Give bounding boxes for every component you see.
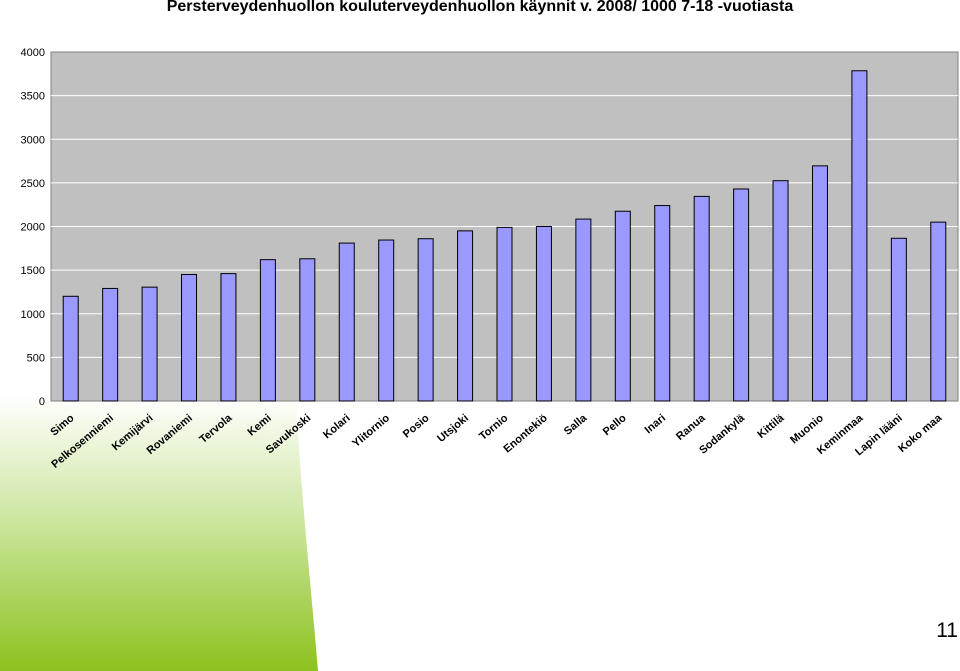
x-category-label: Simo [48,412,77,439]
x-category-label: Salla [562,412,590,438]
bar [535,226,552,402]
bar [890,237,907,402]
bar-series [62,70,947,402]
bar [693,195,710,402]
y-tick-label: 500 [27,352,45,364]
y-tick-label: 3500 [21,91,45,103]
bar [417,238,434,402]
bar [338,242,355,402]
chart-title: Persterveydenhuollon kouluterveydenhuoll… [166,0,794,15]
bar [851,70,868,402]
x-category-label: Muonio [788,412,826,447]
bar [220,273,237,402]
x-category-label: Koko maa [896,412,945,456]
y-tick-label: 1000 [21,309,45,321]
y-tick-label: 3000 [21,134,45,146]
page-number: 11 [936,619,958,642]
x-category-label: Kemi [245,412,273,438]
y-axis-ticks: 0 500 1000 1500 2000 2500 3000 3500 4000 [21,47,45,408]
x-category-label: Ylitornio [350,412,392,450]
bar [259,259,276,402]
bar [772,180,789,402]
y-tick-label: 1500 [21,265,45,277]
bar [496,226,513,402]
bar [654,205,671,402]
x-category-label: Kittilä [755,412,787,441]
bar [141,286,158,402]
bar [299,258,316,402]
x-category-label: Utsjoki [435,412,471,445]
y-tick-label: 0 [39,396,45,408]
y-tick-label: 4000 [21,47,45,59]
x-category-label: Enontekiö [501,412,550,456]
bar [102,287,119,402]
x-category-label: Kolari [321,412,353,441]
bar [457,230,474,402]
x-category-label: Tornio [477,412,511,443]
x-category-label: Ranua [674,412,708,443]
bar [575,218,592,402]
x-category-label: Inari [643,412,669,436]
bar [811,165,828,402]
x-category-label: Tervola [197,412,235,446]
y-tick-label: 2000 [21,222,45,234]
green-gradient-decoration [0,395,318,671]
x-category-label: Posio [401,412,432,441]
bar [930,221,947,402]
bar [378,239,395,402]
bar [62,295,79,402]
y-tick-label: 2500 [21,178,45,190]
x-category-label: Pello [601,412,629,438]
bar [181,273,198,402]
bar [733,188,750,402]
bar [614,210,631,402]
